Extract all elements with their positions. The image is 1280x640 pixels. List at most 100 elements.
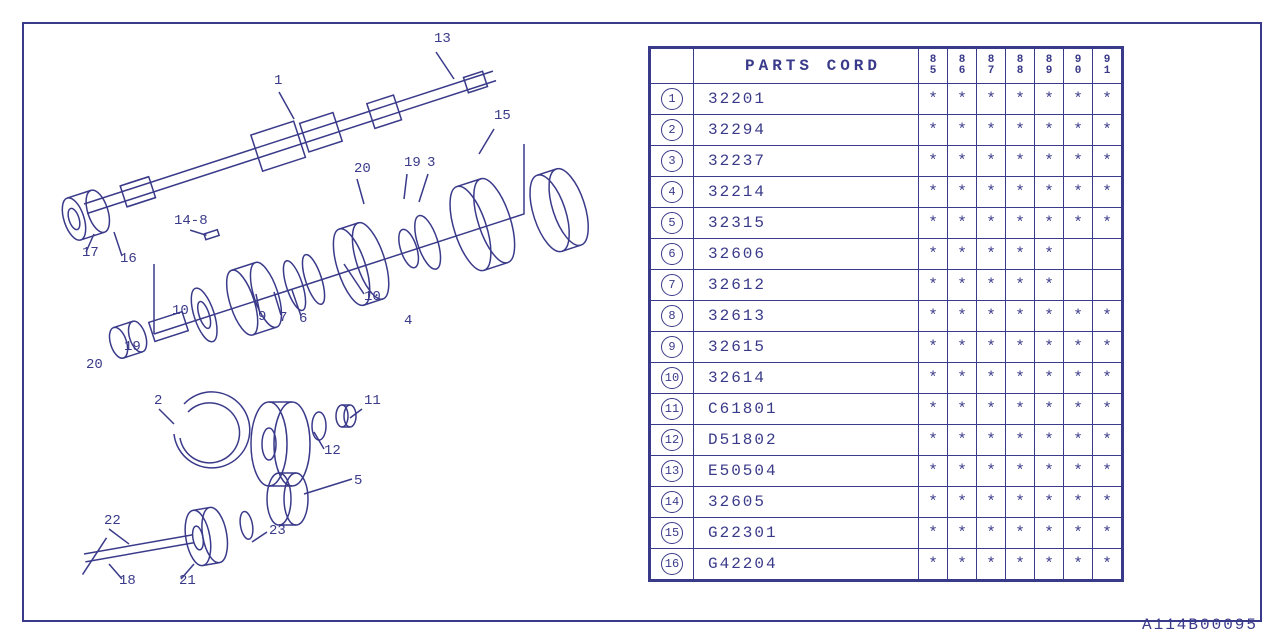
year-mark: *: [977, 332, 1006, 363]
table-row: 16G42204*******: [651, 549, 1122, 580]
year-mark: *: [919, 518, 948, 549]
table-row: 932615*******: [651, 332, 1122, 363]
year-mark: *: [1093, 394, 1122, 425]
table-row: 1032614*******: [651, 363, 1122, 394]
year-mark: *: [1006, 177, 1035, 208]
table-row: 12D51802*******: [651, 425, 1122, 456]
part-code: 32214: [694, 177, 919, 208]
year-mark: *: [919, 239, 948, 270]
year-mark: *: [1006, 487, 1035, 518]
year-mark: *: [948, 177, 977, 208]
parts-table-container: PARTS CORD 85 86 87 88 89 90 91 132201**…: [648, 46, 1124, 582]
row-index: 6: [651, 239, 694, 270]
year-mark: *: [919, 456, 948, 487]
callout-number: 9: [258, 309, 266, 325]
year-mark: *: [977, 487, 1006, 518]
callout-number: 15: [494, 108, 511, 124]
callout-number: 20: [354, 161, 371, 177]
year-mark: *: [948, 518, 977, 549]
year-mark: *: [1064, 208, 1093, 239]
year-mark: *: [1093, 84, 1122, 115]
year-mark: *: [1035, 456, 1064, 487]
callout-number: 18: [119, 573, 136, 589]
col-y2: 87: [977, 49, 1006, 84]
row-index: 8: [651, 301, 694, 332]
year-mark: [1093, 239, 1122, 270]
year-mark: *: [977, 456, 1006, 487]
year-mark: *: [977, 208, 1006, 239]
exploded-diagram: 1311531920171614-81097610420192111252223…: [24, 24, 632, 620]
year-mark: *: [1035, 84, 1064, 115]
year-mark: *: [1035, 115, 1064, 146]
year-mark: *: [1064, 146, 1093, 177]
year-mark: *: [1064, 332, 1093, 363]
year-mark: *: [1035, 208, 1064, 239]
part-code: 32615: [694, 332, 919, 363]
year-mark: *: [1006, 270, 1035, 301]
year-mark: *: [1006, 146, 1035, 177]
year-mark: *: [1093, 177, 1122, 208]
year-mark: *: [1006, 549, 1035, 580]
outer-frame: 1311531920171614-81097610420192111252223…: [22, 22, 1262, 622]
col-y5: 90: [1064, 49, 1093, 84]
year-mark: *: [1035, 146, 1064, 177]
table-row: 132201*******: [651, 84, 1122, 115]
year-mark: *: [1064, 518, 1093, 549]
row-index: 5: [651, 208, 694, 239]
main-shaft: [80, 58, 501, 227]
callout-number: 22: [104, 513, 121, 529]
year-mark: *: [1006, 115, 1035, 146]
year-mark: *: [948, 394, 977, 425]
year-mark: *: [1006, 301, 1035, 332]
callout-number: 1: [274, 73, 282, 89]
year-mark: *: [919, 363, 948, 394]
table-row: 632606*****: [651, 239, 1122, 270]
callout-number: 2: [154, 393, 162, 409]
callout-number: 10: [364, 289, 381, 305]
year-mark: *: [1093, 425, 1122, 456]
part-code: 32605: [694, 487, 919, 518]
year-mark: *: [1035, 239, 1064, 270]
year-mark: *: [1006, 425, 1035, 456]
year-mark: *: [1093, 518, 1122, 549]
year-mark: *: [948, 239, 977, 270]
year-mark: *: [948, 146, 977, 177]
year-mark: *: [1035, 363, 1064, 394]
callout-number: 6: [299, 311, 307, 327]
col-y1: 86: [948, 49, 977, 84]
callout-number: 19: [404, 155, 421, 171]
year-mark: *: [1035, 549, 1064, 580]
year-mark: *: [919, 115, 948, 146]
col-y3: 88: [1006, 49, 1035, 84]
year-mark: *: [1064, 115, 1093, 146]
year-mark: *: [919, 487, 948, 518]
table-row: 1432605*******: [651, 487, 1122, 518]
table-row: 15G22301*******: [651, 518, 1122, 549]
year-mark: *: [977, 363, 1006, 394]
row-index: 12: [651, 425, 694, 456]
year-mark: *: [977, 394, 1006, 425]
year-mark: *: [1035, 270, 1064, 301]
part-code: 32606: [694, 239, 919, 270]
part-code: C61801: [694, 394, 919, 425]
row-index: 4: [651, 177, 694, 208]
table-row: 732612*****: [651, 270, 1122, 301]
year-mark: *: [977, 115, 1006, 146]
table-row: 332237*******: [651, 146, 1122, 177]
year-mark: *: [1093, 301, 1122, 332]
year-mark: *: [1006, 456, 1035, 487]
year-mark: *: [1064, 487, 1093, 518]
callout-number: 20: [86, 357, 103, 373]
year-mark: *: [948, 208, 977, 239]
year-mark: *: [948, 332, 977, 363]
callout-number: 17: [82, 245, 99, 261]
callout-number: 7: [279, 310, 287, 326]
year-mark: *: [1035, 301, 1064, 332]
year-mark: *: [1093, 146, 1122, 177]
table-row: 832613*******: [651, 301, 1122, 332]
part-code: 32237: [694, 146, 919, 177]
year-mark: *: [919, 208, 948, 239]
table-row: 11C61801*******: [651, 394, 1122, 425]
row-index: 10: [651, 363, 694, 394]
year-mark: *: [1064, 394, 1093, 425]
